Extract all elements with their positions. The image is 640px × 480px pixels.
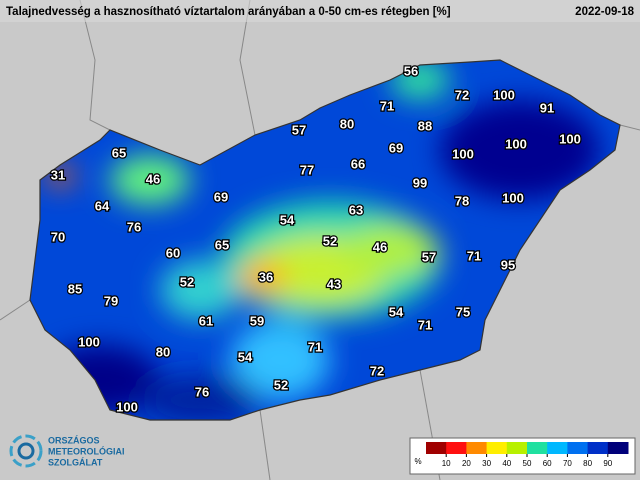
legend-tick-label: 50 (523, 459, 532, 468)
station-value: 100 (559, 131, 581, 146)
legend-swatch (607, 442, 629, 454)
station-value: 46 (373, 239, 387, 254)
legend-tick-label: 80 (583, 459, 592, 468)
station-value: 100 (493, 87, 515, 102)
station-value: 88 (418, 118, 432, 133)
station-value: 100 (502, 190, 524, 205)
station-value: 77 (300, 162, 314, 177)
station-value: 99 (413, 175, 427, 190)
station-value: 64 (95, 198, 110, 213)
station-value: 66 (351, 156, 365, 171)
logo-icon (9, 434, 43, 468)
station-value: 78 (455, 193, 469, 208)
station-value: 72 (370, 363, 384, 378)
station-value: 75 (456, 304, 470, 319)
legend-tick-label: 90 (603, 459, 612, 468)
station-value: 63 (349, 202, 363, 217)
legend-tick-label: 10 (442, 459, 451, 468)
station-value: 69 (389, 140, 403, 155)
legend-swatch (506, 442, 528, 454)
station-value: 100 (116, 399, 138, 414)
station-value: 95 (501, 257, 515, 272)
legend-tick-label: 20 (462, 459, 471, 468)
station-value: 52 (180, 274, 194, 289)
station-value: 71 (467, 248, 481, 263)
station-value: 31 (51, 167, 65, 182)
station-value: 76 (195, 384, 209, 399)
station-value: 36 (259, 269, 273, 284)
station-value: 100 (452, 146, 474, 161)
station-value: 57 (422, 249, 436, 264)
logo: ORSZÁGOS METEOROLÓGIAI SZOLGÁLAT (9, 434, 125, 468)
station-value: 72 (455, 87, 469, 102)
station-value: 71 (380, 98, 394, 113)
station-value: 43 (327, 276, 341, 291)
logo-text: METEOROLÓGIAI (48, 445, 125, 456)
station-value: 100 (505, 136, 527, 151)
header-bar (0, 0, 640, 22)
station-value: 54 (238, 349, 253, 364)
station-value: 100 (78, 334, 100, 349)
logo-text: ORSZÁGOS (48, 435, 100, 445)
legend-tick-label: 70 (563, 459, 572, 468)
station-value: 52 (323, 233, 337, 248)
station-value: 56 (404, 63, 418, 78)
station-value: 70 (51, 229, 65, 244)
station-value: 54 (389, 304, 404, 319)
station-value: 80 (156, 344, 170, 359)
title: Talajnedvesség a hasznosítható víztartal… (6, 6, 451, 18)
legend-swatch (567, 442, 589, 454)
station-value: 52 (274, 377, 288, 392)
station-value: 71 (418, 317, 432, 332)
station-value: 65 (215, 237, 229, 252)
station-value: 69 (214, 189, 228, 204)
station-value: 71 (308, 339, 322, 354)
legend-swatch (486, 442, 508, 454)
station-value: 46 (146, 171, 160, 186)
legend-swatch (527, 442, 548, 454)
station-value: 54 (280, 212, 295, 227)
station-value: 80 (340, 116, 354, 131)
legend-tick-label: 40 (502, 459, 511, 468)
legend-swatch (466, 442, 488, 454)
station-value: 79 (104, 293, 118, 308)
date: 2022-09-18 (575, 6, 634, 18)
legend-unit: % (414, 457, 421, 466)
station-value: 85 (68, 281, 82, 296)
station-value: 76 (127, 219, 141, 234)
station-value: 91 (540, 100, 554, 115)
legend-tick-label: 30 (482, 459, 491, 468)
legend-tick-label: 60 (543, 459, 552, 468)
legend-swatch (426, 442, 447, 454)
station-value: 65 (112, 145, 126, 160)
legend-swatch (446, 442, 467, 454)
station-value: 60 (166, 245, 180, 260)
logo-icon (17, 442, 35, 460)
logo-text: SZOLGÁLAT (48, 457, 103, 467)
station-value: 57 (292, 122, 306, 137)
legend-swatch (547, 442, 568, 454)
legend-swatch (587, 442, 609, 454)
station-value: 61 (199, 313, 213, 328)
station-value: 59 (250, 313, 264, 328)
